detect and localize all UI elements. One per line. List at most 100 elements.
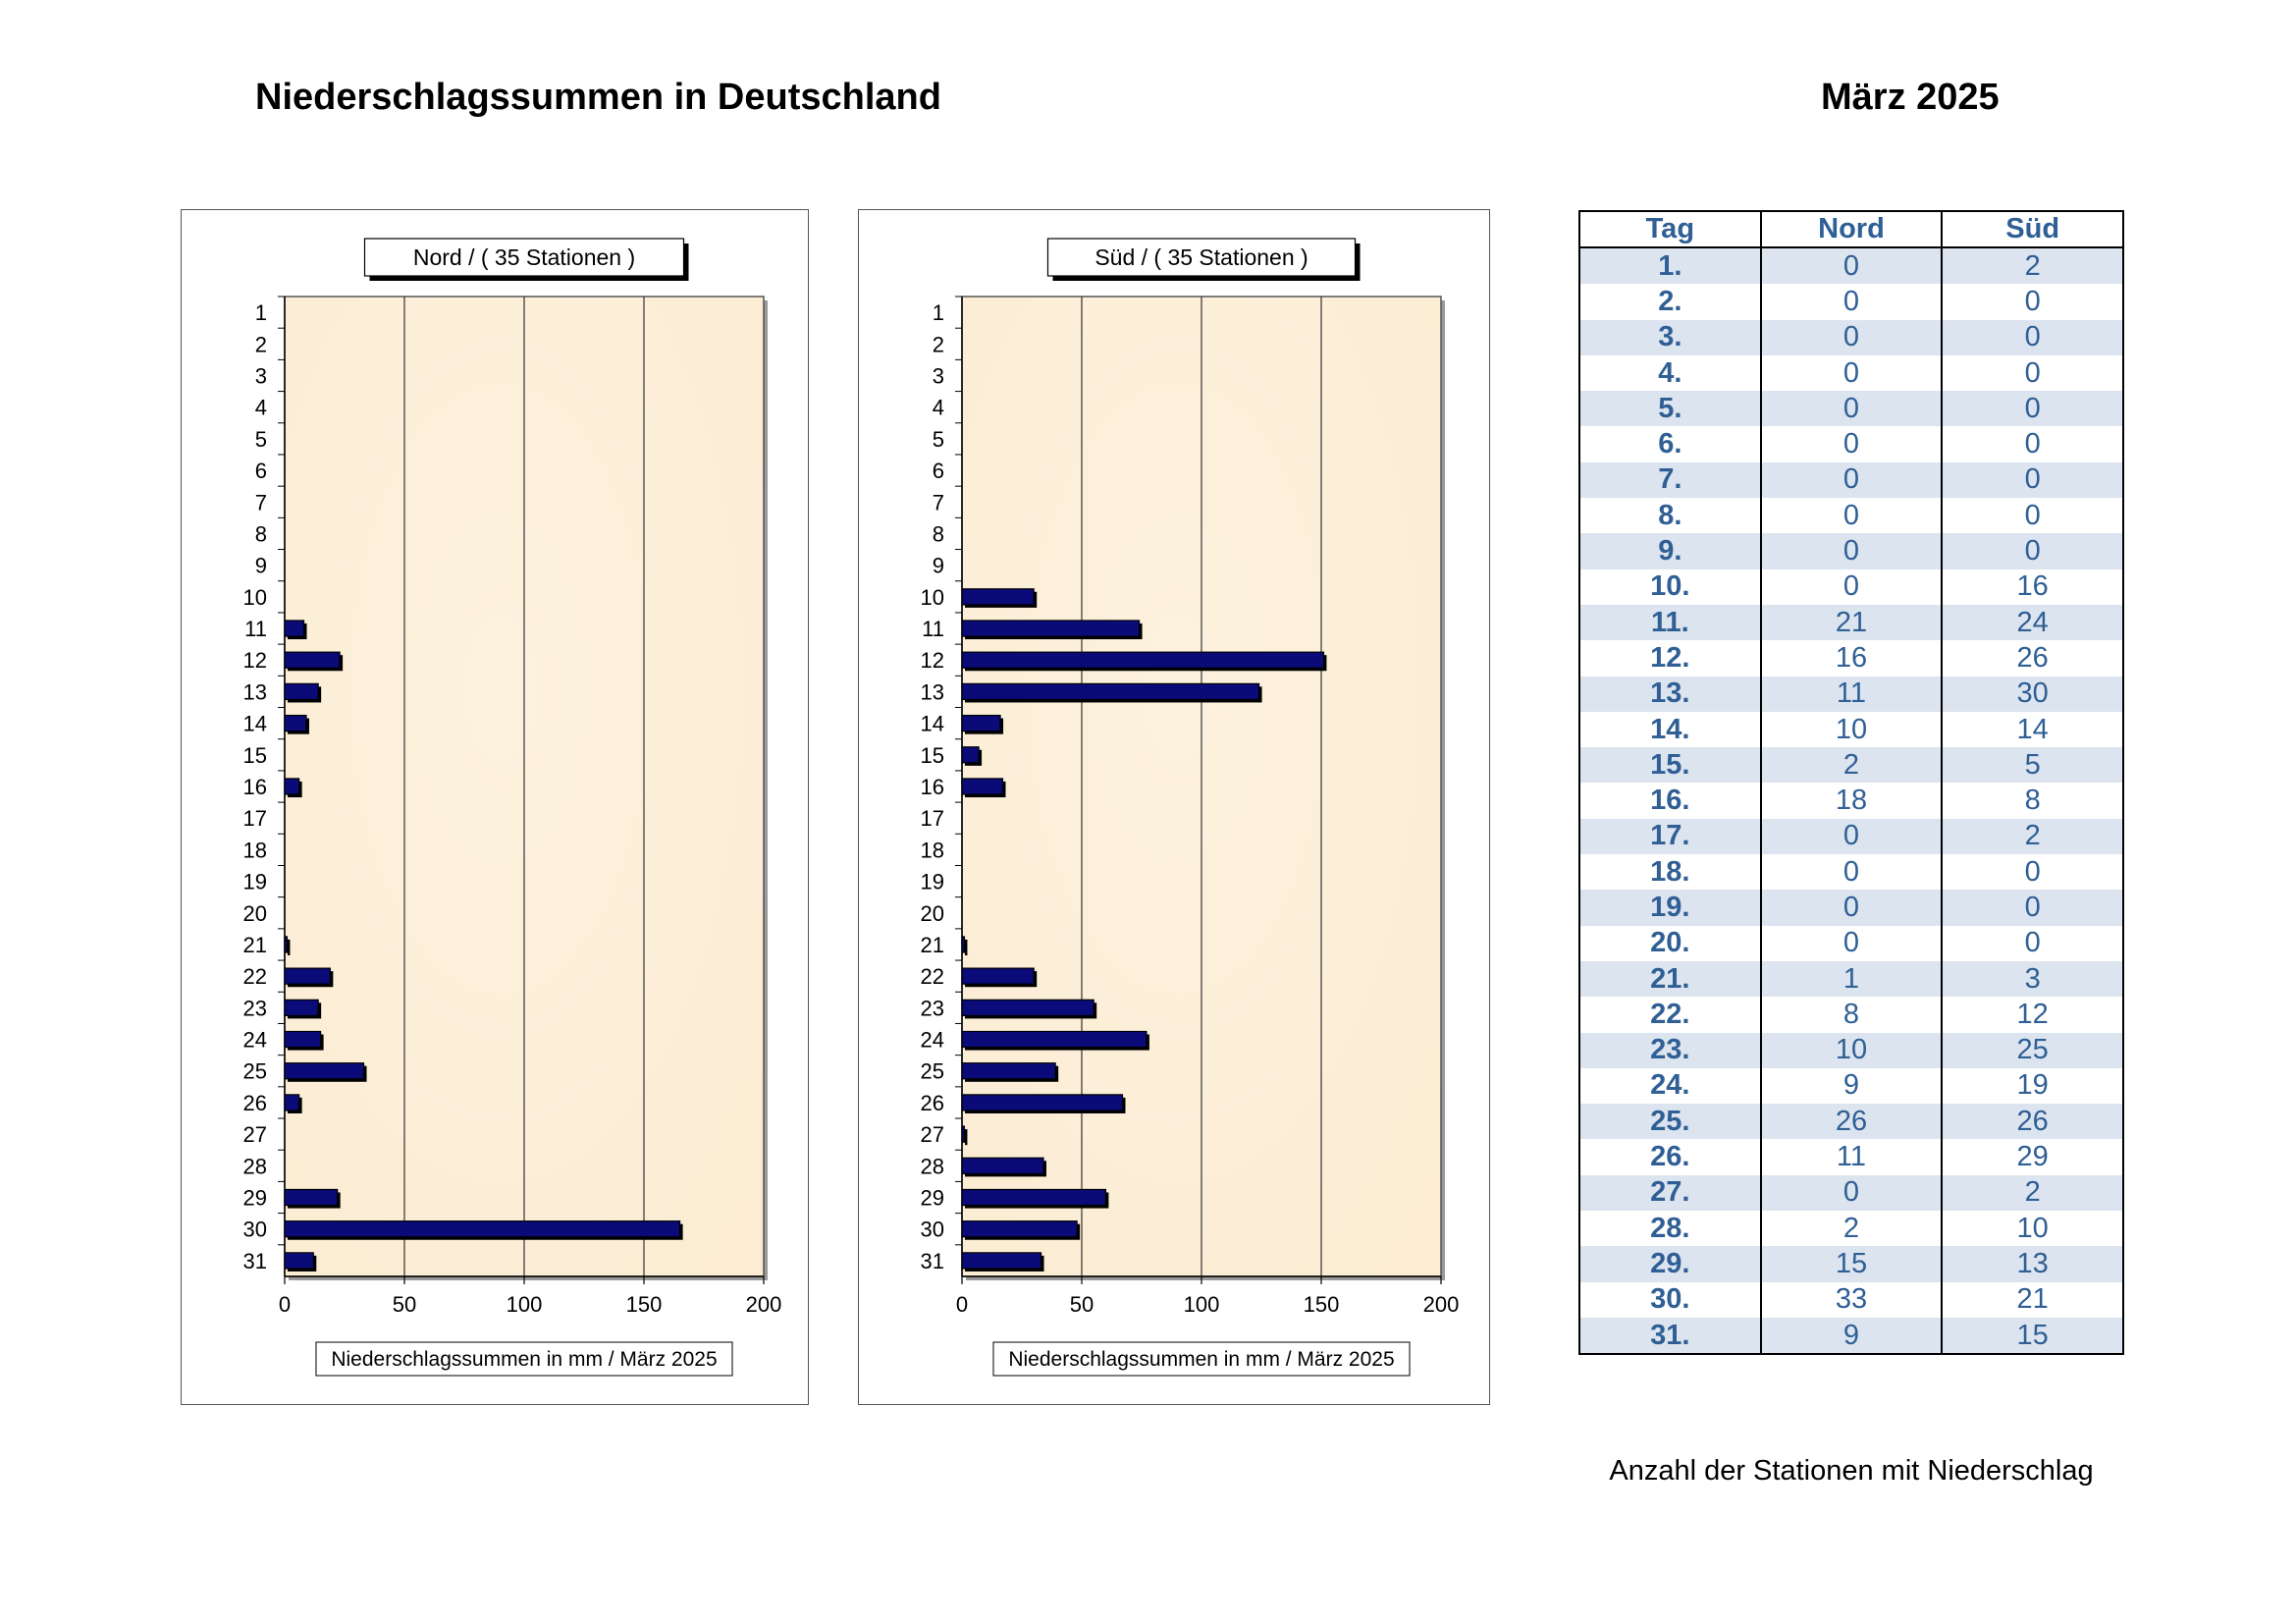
table-row: 26. 11 29: [1578, 1139, 2124, 1175]
table-cell-nord: 0: [1759, 890, 1944, 926]
table-row: 20. 0 0: [1578, 925, 2124, 961]
table-header-cell: Nord: [1759, 210, 1944, 248]
bar: [961, 967, 1035, 985]
y-tick-label: 24: [243, 1028, 267, 1053]
y-tick-label: 21: [921, 933, 944, 957]
table-cell-nord: 0: [1759, 461, 1944, 499]
table-cell-tag: 10.: [1578, 568, 1762, 605]
table-row: 24. 9 19: [1578, 1067, 2124, 1105]
table-row: 30. 33 21: [1578, 1281, 2124, 1318]
chart-nord: 0 50 100 150 2001234567891011121314151617181…: [243, 238, 782, 1377]
table-cell-tag: 24.: [1578, 1067, 1762, 1105]
table-cell-nord: 0: [1759, 818, 1944, 855]
table-cell-nord: 0: [1759, 354, 1944, 392]
y-tick-label: 2: [255, 332, 267, 356]
y-tick-label: 29: [243, 1186, 267, 1211]
y-tick-label: 29: [921, 1186, 944, 1211]
table-cell-sued: 13: [1941, 1246, 2124, 1282]
table-cell-tag: 31.: [1578, 1317, 1762, 1356]
table-cell-nord: 10: [1759, 1032, 1944, 1068]
y-tick-label: 11: [244, 617, 267, 641]
x-tick-label: 100: [507, 1292, 543, 1317]
table-cell-nord: 0: [1759, 247, 1944, 285]
table-cell-sued: 30: [1941, 676, 2124, 712]
y-tick-label: 21: [243, 933, 267, 957]
table-cell-tag: 30.: [1578, 1281, 1762, 1318]
bar: [284, 682, 319, 701]
table-cell-tag: 28.: [1578, 1211, 1762, 1247]
bar: [284, 936, 289, 953]
y-tick-label: 4: [933, 396, 944, 420]
y-tick-label: 9: [255, 554, 267, 578]
table-cell-sued: 10: [1941, 1211, 2124, 1247]
table-cell-sued: 0: [1941, 391, 2124, 427]
y-tick-label: 25: [243, 1059, 267, 1084]
table-cell-tag: 6.: [1578, 426, 1762, 462]
y-tick-label: 13: [921, 679, 944, 704]
y-tick-label: 7: [255, 490, 267, 514]
table-cell-tag: 19.: [1578, 890, 1762, 926]
table-cell-tag: 1.: [1578, 247, 1762, 285]
bar: [961, 620, 1141, 637]
title-box: [363, 238, 685, 277]
x-tick-label: 200: [746, 1292, 782, 1317]
bar: [961, 936, 966, 953]
table-row: 15. 2 5: [1578, 747, 2124, 784]
bar: [961, 778, 1004, 795]
y-tick-label: 1: [933, 300, 944, 325]
table-cell-nord: 10: [1759, 711, 1944, 748]
bar: [284, 651, 341, 669]
table-cell-tag: 25.: [1578, 1104, 1762, 1140]
bar: [284, 1094, 300, 1111]
table-cell-sued: 0: [1941, 426, 2124, 462]
table-cell-nord: 8: [1759, 997, 1944, 1033]
table-cell-tag: 12.: [1578, 640, 1762, 677]
table-cell-sued: 0: [1941, 890, 2124, 926]
table-cell-tag: 21.: [1578, 960, 1762, 998]
xlabel-box: [992, 1341, 1411, 1377]
bar: [961, 1094, 1124, 1111]
table-body: 1. 0 2 2. 0 0 3. 0 0 4. 0 0 5. 0 0 6. 0 0 7. 0 0 8. 0 0 9. 0 0 10. 0…: [1578, 247, 2124, 1356]
table-cell-tag: 2.: [1578, 284, 1762, 320]
table-row: 8. 0 0: [1578, 498, 2124, 534]
table-cell-tag: 22.: [1578, 997, 1762, 1033]
x-tick-label: 200: [1423, 1292, 1460, 1317]
y-tick-label: 14: [921, 712, 944, 736]
table-row: 29. 15 13: [1578, 1246, 2124, 1282]
table-cell-nord: 9: [1759, 1067, 1944, 1105]
table-cell-tag: 13.: [1578, 676, 1762, 712]
table-cell-nord: 0: [1759, 925, 1944, 961]
table-cell-sued: 14: [1941, 711, 2124, 748]
y-tick-label: 5: [933, 427, 944, 452]
bar: [961, 714, 1001, 732]
table-cell-nord: 9: [1759, 1317, 1944, 1356]
table-cell-nord: 21: [1759, 604, 1944, 641]
table-cell-sued: 16: [1941, 568, 2124, 605]
bar: [284, 620, 305, 637]
table-cell-nord: 26: [1759, 1104, 1944, 1140]
table-cell-tag: 7.: [1578, 461, 1762, 499]
table-cell-sued: 5: [1941, 747, 2124, 784]
bar: [961, 1062, 1056, 1080]
table-row: 22. 8 12: [1578, 997, 2124, 1033]
table-cell-nord: 0: [1759, 854, 1944, 891]
y-tick-label: 22: [921, 964, 944, 989]
table-cell-sued: 24: [1941, 604, 2124, 641]
y-tick-label: 4: [255, 396, 267, 420]
bar: [961, 1157, 1044, 1174]
table-row: 12. 16 26: [1578, 640, 2124, 677]
y-tick-label: 14: [243, 712, 267, 736]
table-cell-sued: 8: [1941, 783, 2124, 819]
table-row: 18. 0 0: [1578, 854, 2124, 891]
table-cell-sued: 26: [1941, 1104, 2124, 1140]
chart-title: Nord / ( 35 Stationen ): [413, 244, 635, 270]
table-cell-nord: 0: [1759, 533, 1944, 569]
table-cell-nord: 0: [1759, 426, 1944, 462]
table-cell-sued: 2: [1941, 1174, 2124, 1212]
table-row: 16. 18 8: [1578, 783, 2124, 819]
table-cell-nord: 0: [1759, 568, 1944, 605]
stations-table-container: Tag Nord Süd 1. 0 2 2. 0 0 3. 0 0 4. 0 0 5. 0 0 6. 0 0 7. 0 0 8…: [1578, 210, 2124, 1356]
table-cell-sued: 25: [1941, 1032, 2124, 1068]
chart-panel-sued: 0 50 100 150 200 1 2 3 4 5 6 7 8 9 10 11 12 13 14 15 16 17 18 1…: [858, 209, 1490, 1405]
table-cell-tag: 4.: [1578, 354, 1762, 392]
